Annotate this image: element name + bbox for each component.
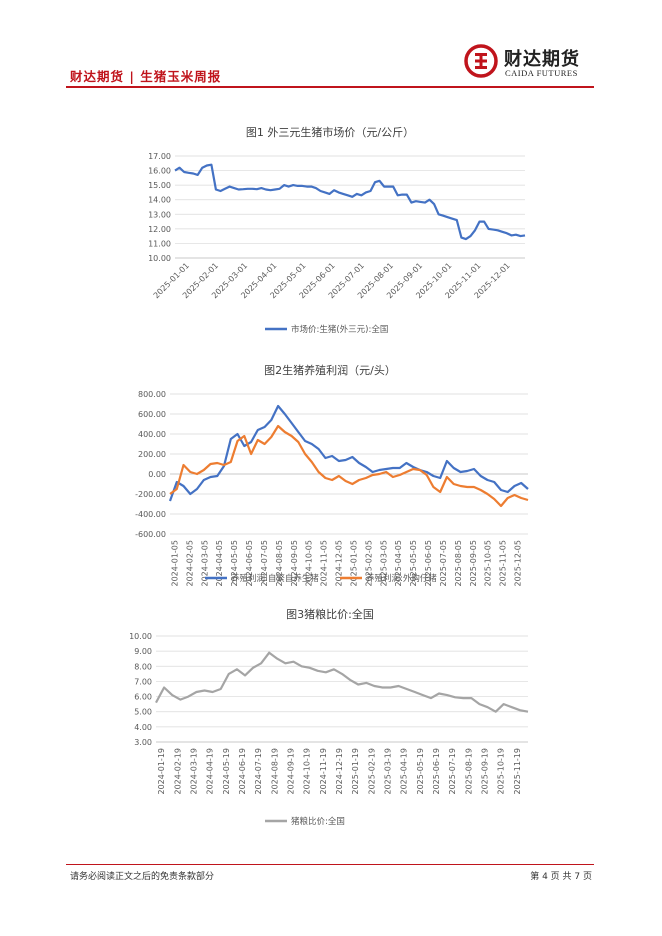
x-tick-label: 2025-10-19 xyxy=(497,748,506,795)
x-tick-label: 2024-08-19 xyxy=(270,748,279,795)
x-tick-label: 2025-12-05 xyxy=(514,540,523,587)
x-tick-label: 2025-03-19 xyxy=(384,748,393,795)
chart-svg: 图2生猪养殖利润（元/头） -600.00 -400.00 -200.00 0.00 20… xyxy=(135,363,529,587)
y-tick-label: 14.00 xyxy=(148,196,171,205)
x-tick-label: 2024-12-05 xyxy=(335,540,344,587)
series-line xyxy=(169,424,529,508)
chart-svg: 图3猪粮比价:全国 3.00 4.00 5.00 6.00 7.00 8.00 9.00 10.… xyxy=(129,607,529,827)
x-tick-label: 2025-04-05 xyxy=(394,540,403,587)
x-tick-label: 2025-06-19 xyxy=(432,748,441,795)
y-tick-label: -600.00 xyxy=(135,530,166,539)
legend-label: 猪粮比价:全国 xyxy=(291,816,345,827)
y-tick-label: 10.00 xyxy=(148,254,171,263)
chart-hog-price: 图1 外三元生猪市场价（元/公斤） 10.00 11.00 12.00 13.00 14.… xyxy=(120,120,540,345)
x-tick-label: 2024-02-19 xyxy=(173,748,182,795)
x-tick-label: 2024-10-05 xyxy=(305,540,314,587)
report-title: 财达期货 | 生猪玉米周报 xyxy=(70,69,222,84)
y-tick-label: -200.00 xyxy=(135,490,166,499)
company-logo: 财达期货 CAIDA FUTURES xyxy=(464,44,594,82)
x-tick-label: 2024-08-05 xyxy=(275,540,284,587)
y-tick-label: 9.00 xyxy=(134,647,152,656)
x-tick-label: 2024-03-19 xyxy=(189,748,198,795)
page-number: 第 4 页 共 7 页 xyxy=(530,872,592,882)
y-tick-label: 800.00 xyxy=(138,390,166,399)
x-tick-label: 2025-08-19 xyxy=(464,748,473,795)
x-tick-label: 2024-12-19 xyxy=(335,748,344,795)
series-line xyxy=(155,651,529,713)
x-tick-label: 2025-04-19 xyxy=(400,748,409,795)
y-tick-label: 10.00 xyxy=(129,632,152,641)
y-tick-label: 200.00 xyxy=(138,450,166,459)
chart-svg: 图1 外三元生猪市场价（元/公斤） 10.00 11.00 12.00 13.00 14.… xyxy=(148,125,526,335)
y-tick-label: 12.00 xyxy=(148,225,171,234)
x-tick-label: 2024-04-19 xyxy=(206,748,215,795)
logo-chinese-name: 财达期货 xyxy=(504,49,580,70)
legend-label: 市场价:生猪(外三元):全国 xyxy=(291,324,388,335)
y-tick-label: 4.00 xyxy=(134,723,152,732)
header-divider xyxy=(66,86,594,88)
x-tick-label: 2025-10-05 xyxy=(484,540,493,587)
x-tick-label: 2024-11-19 xyxy=(319,748,328,795)
x-tick-label: 2025-05-19 xyxy=(416,748,425,795)
x-tick-label: 2024-07-05 xyxy=(260,540,269,587)
footer-divider xyxy=(66,864,594,865)
chart-hog-grain-ratio: 图3猪粮比价:全国 3.00 4.00 5.00 6.00 7.00 8.00 9.00 10.… xyxy=(120,602,540,842)
y-tick-label: 6.00 xyxy=(134,693,152,702)
x-tick-label: 2025-02-05 xyxy=(364,540,373,587)
report-header: 财达期货 | 生猪玉米周报 财达期货 CAIDA FUTURES xyxy=(0,0,662,90)
x-tick-label: 2025-08-05 xyxy=(454,540,463,587)
logo-english-name: CAIDA FUTURES xyxy=(505,68,578,78)
x-tick-label: 2024-10-19 xyxy=(303,748,312,795)
y-tick-label: 600.00 xyxy=(138,410,166,419)
series-line xyxy=(174,163,526,241)
legend-label: 养殖利润:自繁自养生猪 xyxy=(231,573,319,584)
x-tick-label: 2024-09-19 xyxy=(286,748,295,795)
x-tick-label: 2025-09-19 xyxy=(481,748,490,795)
x-tick-label: 2024-09-05 xyxy=(290,540,299,587)
y-tick-label: 7.00 xyxy=(134,677,152,686)
x-tick-label: 2025-01-19 xyxy=(351,748,360,795)
y-tick-label: 16.00 xyxy=(148,167,171,176)
disclaimer-note: 请务必阅读正文之后的免责条款部分 xyxy=(70,872,215,882)
y-tick-label: -400.00 xyxy=(135,510,166,519)
series-line xyxy=(168,404,529,502)
y-tick-label: 17.00 xyxy=(148,152,171,161)
x-tick-label: 2024-05-05 xyxy=(230,540,239,587)
x-tick-label: 2025-05-05 xyxy=(409,540,418,587)
x-tick-label: 2024-11-05 xyxy=(320,540,329,587)
y-tick-label: 8.00 xyxy=(134,662,152,671)
x-tick-label: 2025-07-19 xyxy=(448,748,457,795)
y-tick-label: 0.00 xyxy=(148,470,166,479)
y-tick-label: 400.00 xyxy=(138,430,166,439)
x-tick-label: 2024-05-19 xyxy=(222,748,231,795)
x-tick-label: 2024-03-05 xyxy=(200,540,209,587)
chart-title: 图1 外三元生猪市场价（元/公斤） xyxy=(246,125,414,139)
x-tick-label: 2024-01-05 xyxy=(170,540,179,587)
x-tick-label: 2025-11-19 xyxy=(513,748,522,795)
y-tick-label: 11.00 xyxy=(148,239,171,248)
chart-breeding-profit: 图2生猪养殖利润（元/头） -600.00 -400.00 -200.00 0.00 20… xyxy=(120,358,540,590)
chart-title: 图3猪粮比价:全国 xyxy=(286,607,374,621)
y-tick-label: 3.00 xyxy=(134,738,152,747)
caida-logo-icon xyxy=(464,44,498,78)
x-tick-label: 2025-06-05 xyxy=(424,540,433,587)
x-tick-label: 2024-02-05 xyxy=(185,540,194,587)
x-tick-label: 2025-11-05 xyxy=(499,540,508,587)
x-tick-label: 2025-07-05 xyxy=(439,540,448,587)
x-tick-label: 2024-06-05 xyxy=(245,540,254,587)
y-tick-label: 13.00 xyxy=(148,210,171,219)
legend-label: 养殖利润:外购仔猪 xyxy=(366,573,437,584)
chart-title: 图2生猪养殖利润（元/头） xyxy=(264,363,396,377)
x-tick-label: 2024-07-19 xyxy=(254,748,263,795)
x-tick-label: 2024-04-05 xyxy=(215,540,224,587)
x-tick-label: 2025-03-05 xyxy=(379,540,388,587)
x-tick-label: 2025-02-19 xyxy=(367,748,376,795)
y-tick-label: 5.00 xyxy=(134,708,152,717)
x-tick-label: 2025-01-05 xyxy=(349,540,358,587)
y-tick-label: 15.00 xyxy=(148,181,171,190)
x-tick-label: 2024-01-19 xyxy=(157,748,166,795)
x-tick-label: 2024-06-19 xyxy=(238,748,247,795)
x-tick-label: 2025-09-05 xyxy=(469,540,478,587)
